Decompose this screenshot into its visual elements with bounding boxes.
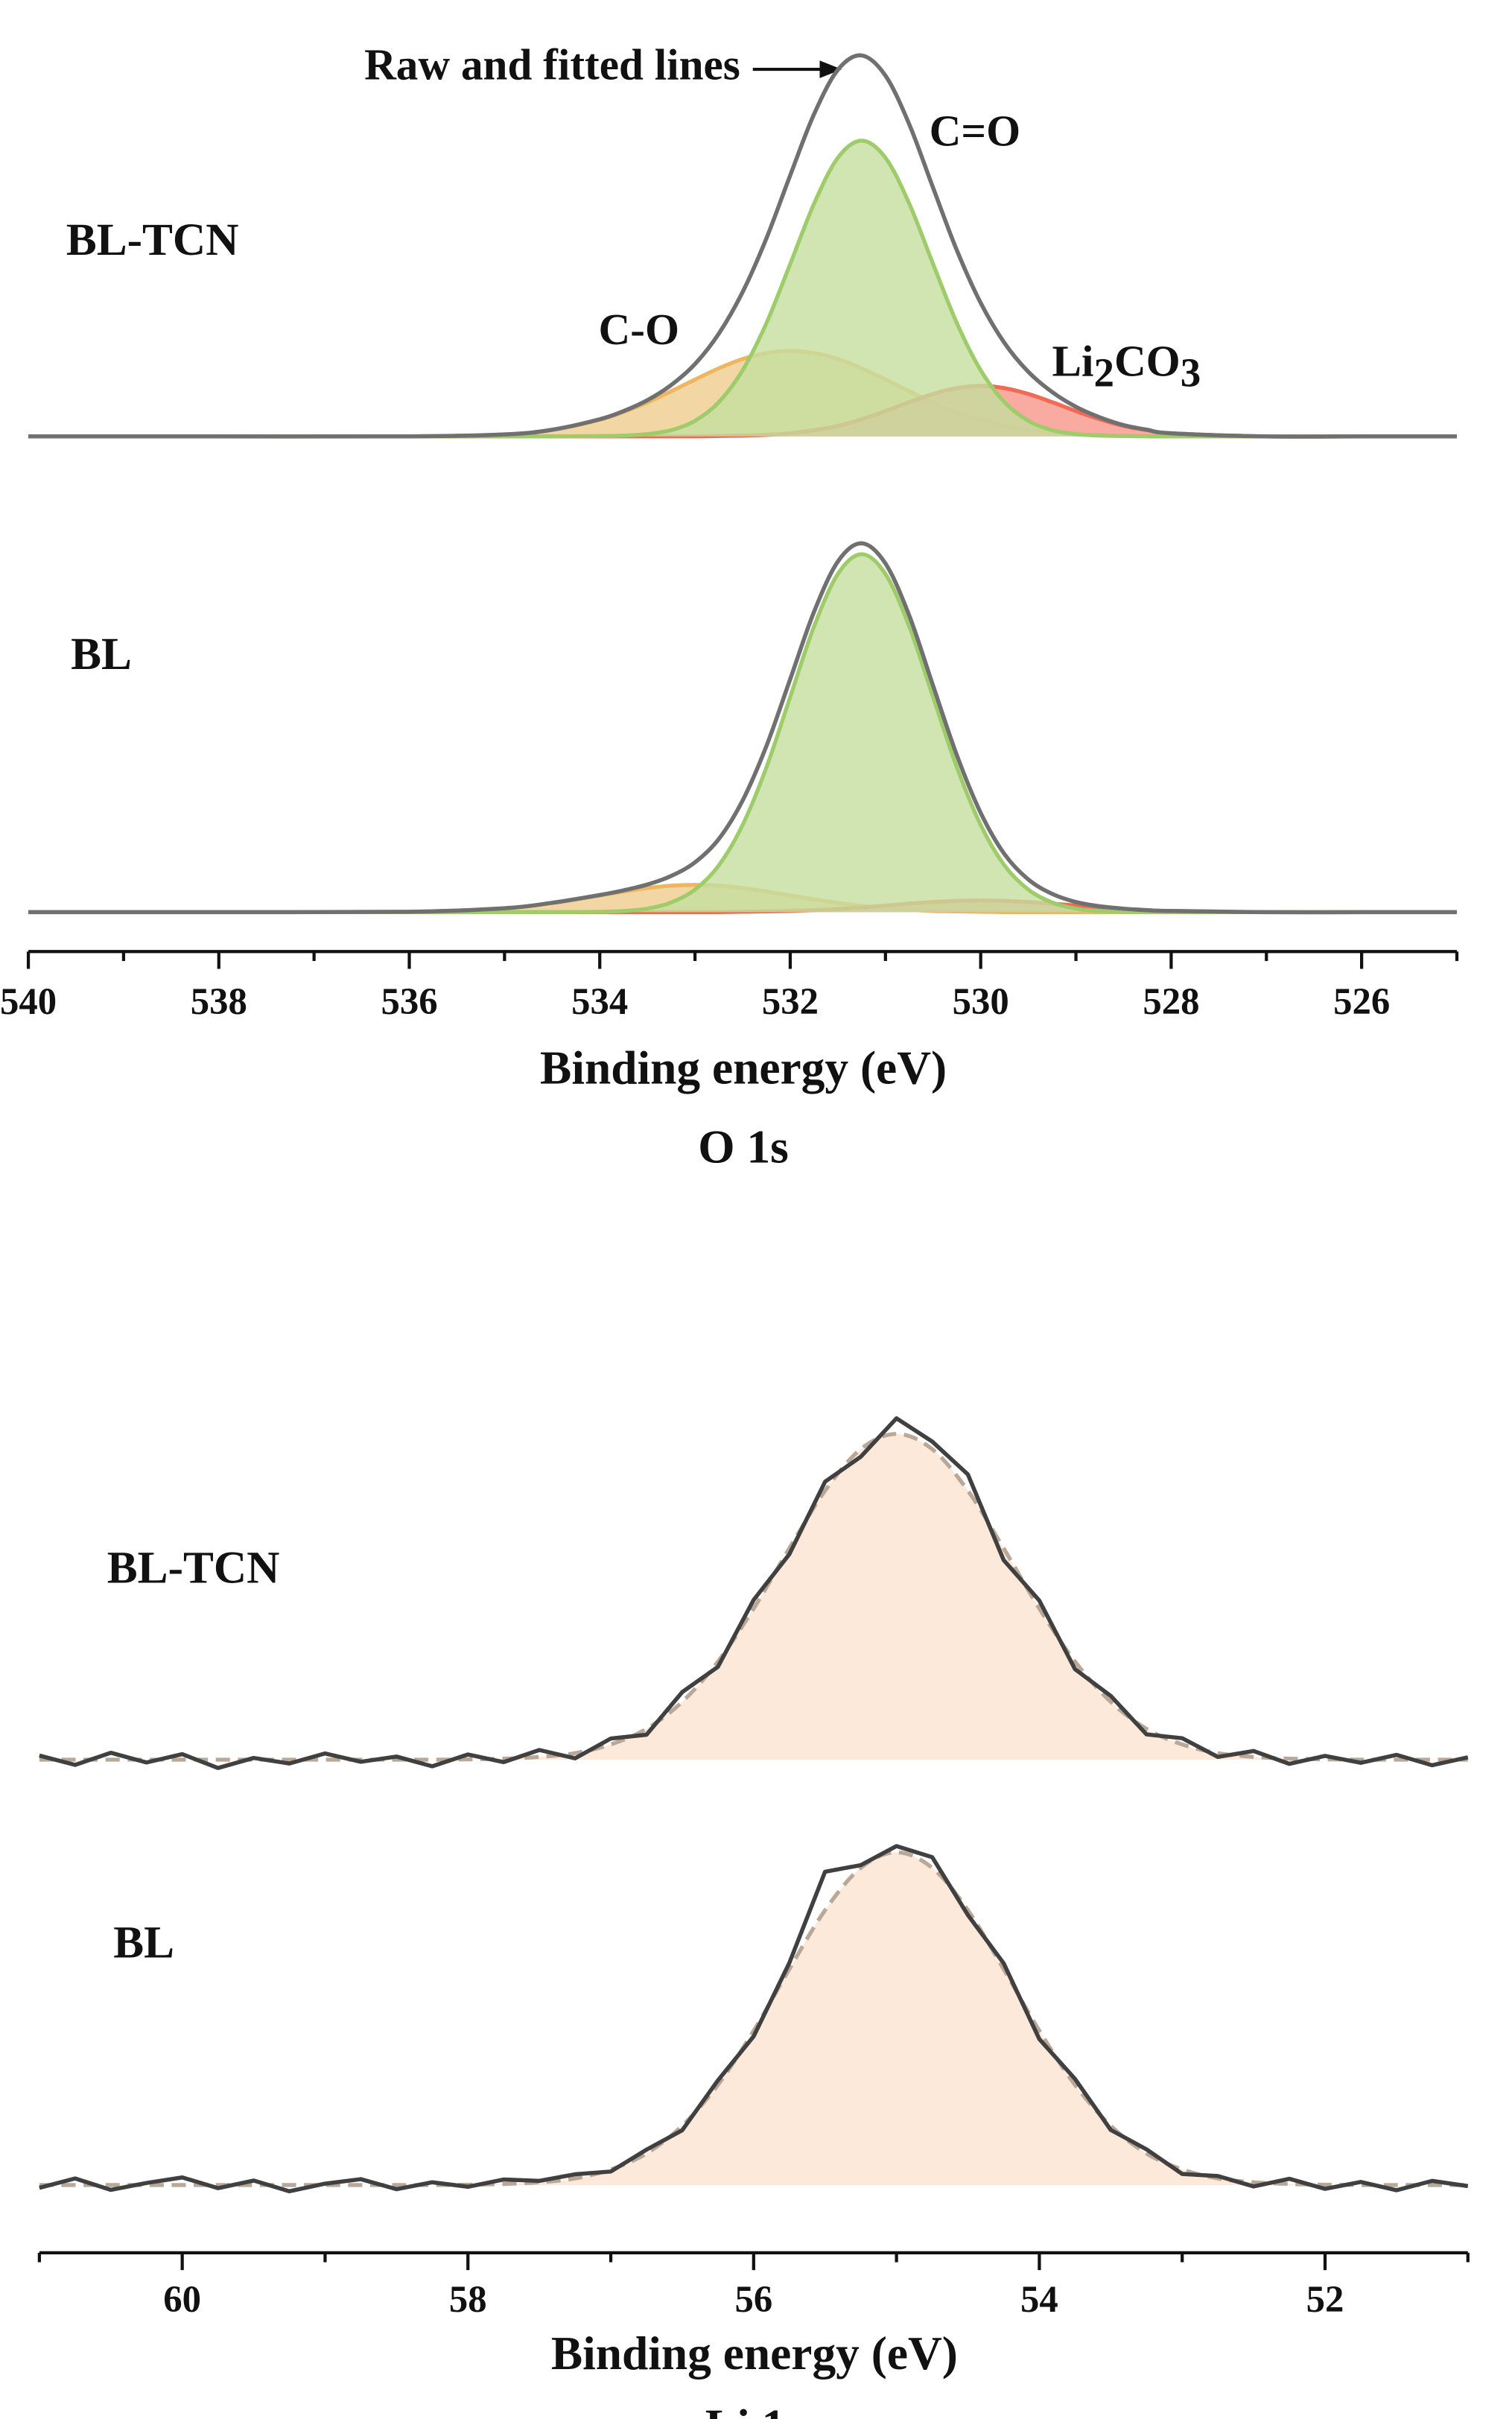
x-axis-label: Binding energy (eV) xyxy=(540,1042,947,1094)
component-area xyxy=(39,1852,1468,2185)
series-label: Li2CO3 xyxy=(1052,336,1201,395)
component-line xyxy=(28,139,1457,439)
x-tick-label: 534 xyxy=(571,980,628,1022)
component-area xyxy=(28,140,1457,437)
spectrum-line xyxy=(28,53,1457,439)
x-axis-label: Binding energy (eV) xyxy=(551,2327,958,2380)
panel-label: BL xyxy=(113,1918,174,1968)
series-label: C-O xyxy=(599,305,679,354)
panel-label: BL-TCN xyxy=(66,215,239,265)
x-tick-label: 526 xyxy=(1333,980,1390,1022)
x-tick-label: 532 xyxy=(762,980,819,1022)
component-line xyxy=(28,552,1457,915)
panel-label: BL xyxy=(71,629,132,679)
x-tick-label: 538 xyxy=(191,980,247,1022)
x-tick-label: 540 xyxy=(0,980,57,1022)
x-tick-label: 536 xyxy=(381,980,437,1022)
x-tick-label: 58 xyxy=(449,2278,487,2320)
x-tick-label: 530 xyxy=(953,980,1009,1022)
component-area xyxy=(28,554,1457,913)
chart-title: O 1s xyxy=(698,1120,789,1173)
x-tick-label: 60 xyxy=(163,2278,201,2320)
x-tick-label: 56 xyxy=(734,2278,772,2320)
spectrum-line xyxy=(28,541,1457,915)
spectrum-line xyxy=(39,1416,1469,1770)
spectrum-line xyxy=(39,1844,1469,2194)
x-tick-label: 52 xyxy=(1306,2278,1344,2320)
panel-label: BL-TCN xyxy=(107,1542,280,1593)
component-area xyxy=(39,1433,1468,1760)
chart-title: Li 1s xyxy=(705,2399,804,2419)
component-area xyxy=(28,385,1457,437)
x-tick-label: 528 xyxy=(1143,980,1199,1022)
x-tick-label: 54 xyxy=(1020,2278,1058,2320)
series-label: C=O xyxy=(930,106,1021,155)
series-label: Raw and fitted lines xyxy=(364,40,740,89)
